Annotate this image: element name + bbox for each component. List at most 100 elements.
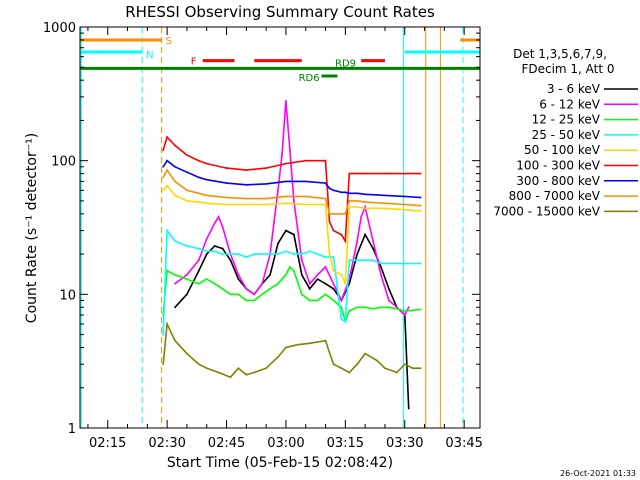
series-3-point-14	[277, 253, 279, 255]
series-2-point-5	[205, 278, 208, 281]
series-6-point-13	[332, 189, 335, 192]
series-6-point-21	[419, 196, 422, 199]
series-6-point-16	[348, 192, 351, 195]
series-5-point-13	[332, 229, 335, 232]
series-5-point-0	[162, 149, 165, 151]
series-7-point-15	[344, 212, 347, 215]
series-8-point-7	[229, 376, 232, 379]
series-0-point-4	[213, 245, 216, 247]
plot-area: S N F RD9 RD6	[80, 27, 480, 428]
series-3-point-0	[162, 333, 165, 336]
series-6-point-2	[174, 165, 176, 168]
series-4-point-14	[340, 273, 343, 276]
series-8-point-25	[395, 371, 398, 374]
series-3-point-21	[332, 256, 335, 258]
series-7-point-4	[197, 192, 200, 195]
series-0-point-1	[186, 293, 188, 296]
series-6-point-9	[285, 180, 287, 183]
series-4-point-18	[364, 207, 367, 210]
series-6-point-5	[205, 178, 208, 181]
series-0-point-18	[324, 282, 327, 285]
series-3-point-4	[197, 247, 200, 250]
series-3-point-18	[308, 250, 311, 253]
series-1-point-10	[253, 293, 256, 296]
series-2-point-8	[229, 293, 232, 296]
series-8-point-24	[384, 367, 386, 370]
legend-header-line-1: Det 1,3,5,6,7,9,	[513, 47, 607, 61]
series-1-point-23	[332, 282, 335, 285]
y-axis-label: Count Rate (s⁻¹ detector⁻¹)	[24, 133, 40, 323]
series-7-point-3	[186, 189, 188, 192]
series-3-point-10	[245, 256, 248, 258]
series-5-point-10	[304, 159, 307, 162]
series-1-point-21	[316, 273, 319, 276]
flag-label-s: S	[166, 36, 172, 47]
series-4-point-4	[197, 201, 200, 203]
series-3-point-31	[403, 262, 406, 265]
series-5-point-12	[328, 220, 331, 223]
series-7-point-18	[364, 201, 367, 203]
series-2-point-30	[388, 306, 390, 309]
series-6-point-10	[304, 180, 307, 183]
series-3-point-6	[213, 250, 216, 253]
series-3-point-20	[324, 256, 327, 258]
series-5-point-3	[186, 154, 188, 157]
series-2-point-16	[289, 266, 291, 268]
series-1-point-16	[285, 99, 287, 102]
series-0-point-14	[292, 233, 295, 236]
series-1-point-32	[395, 306, 398, 309]
series-5-point-18	[364, 172, 367, 175]
series-4-point-10	[304, 203, 307, 206]
series-5-point-5	[205, 162, 208, 165]
series-7-point-10	[304, 195, 307, 198]
series-3-point-8	[229, 253, 232, 255]
series-line-6	[162, 159, 421, 199]
series-3-point-32	[411, 262, 414, 265]
x-tick-label: 02:15	[89, 436, 126, 451]
series-8-point-14	[296, 343, 299, 346]
series-8-point-13	[285, 346, 287, 349]
series-3-point-5	[205, 250, 208, 253]
series-4-point-8	[265, 203, 268, 206]
series-5-point-20	[403, 172, 406, 175]
series-4-point-12	[328, 253, 331, 255]
series-0-point-19	[332, 287, 335, 290]
series-3-point-12	[261, 253, 264, 255]
series-0-point-22	[356, 253, 359, 255]
series-2-point-34	[419, 308, 422, 311]
legend-label-2: 12 - 25 keV	[532, 113, 601, 127]
series-2-point-1	[166, 269, 169, 272]
series-2-point-4	[197, 282, 200, 285]
series-3-point-19	[316, 253, 319, 255]
series-2-point-22	[332, 299, 335, 302]
series-0-point-0	[174, 306, 176, 309]
series-5-point-9	[285, 162, 287, 165]
series-3-point-9	[237, 253, 240, 255]
series-3-point-7	[221, 253, 224, 255]
series-4-point-2	[174, 194, 176, 197]
flag-label-rd6: RD6	[299, 73, 320, 84]
series-5-point-4	[197, 159, 200, 162]
series-3-point-1	[166, 229, 169, 232]
series-1-point-29	[372, 240, 374, 243]
series-3-point-27	[372, 259, 374, 262]
series-3-point-25	[356, 259, 359, 262]
series-0-point-24	[372, 247, 374, 250]
plot-frame	[79, 26, 481, 429]
series-4-point-20	[403, 208, 406, 211]
series-1-point-19	[300, 259, 303, 262]
series-5-point-21	[419, 172, 422, 175]
series-2-point-27	[364, 306, 367, 309]
series-1-point-31	[388, 299, 390, 302]
series-8-point-16	[316, 341, 319, 343]
series-1-point-6	[221, 225, 224, 228]
series-2-point-32	[403, 310, 406, 312]
series-line-4	[162, 184, 421, 285]
series-3-point-2	[174, 240, 176, 243]
series-6-point-8	[265, 183, 268, 185]
y-tick-label: 1000	[43, 21, 76, 36]
series-0-point-15	[300, 273, 303, 276]
axes: 02:15 02:30 02:45 03:00 03:15 03:30 03:45 1 10 10…	[43, 21, 483, 451]
series-0-point-2	[197, 269, 200, 272]
series-1-point-2	[197, 259, 200, 262]
